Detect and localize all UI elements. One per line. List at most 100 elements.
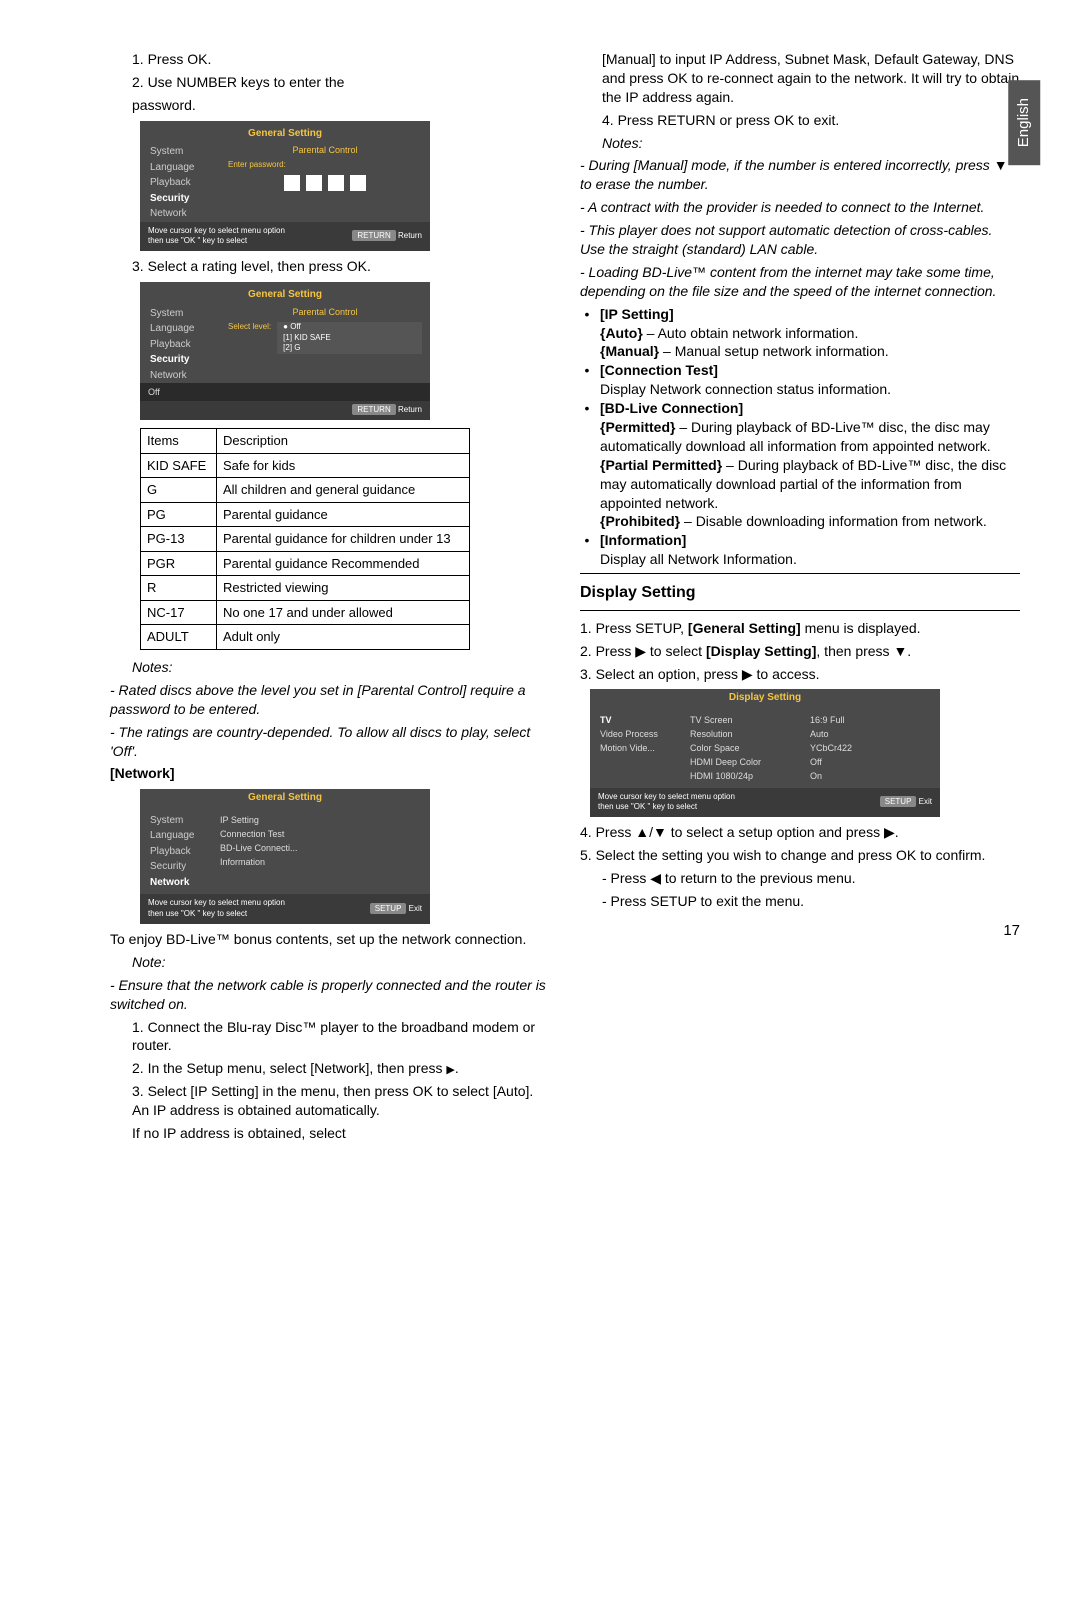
ui-sidebar-item: Network bbox=[150, 875, 220, 891]
d4: 4. Press ▲/▼ to select a setup option an… bbox=[580, 823, 1020, 842]
table-cell: ADULT bbox=[141, 625, 217, 650]
ui4-item: Resolution bbox=[690, 727, 810, 741]
ui-sidebar-item: Language bbox=[150, 160, 220, 176]
ui3-option: Information bbox=[220, 855, 430, 869]
ip-auto-v: – Auto obtain network information. bbox=[643, 325, 859, 341]
ct-body: Display Network connection status inform… bbox=[600, 381, 891, 397]
table-cell: Parental guidance Recommended bbox=[216, 551, 469, 576]
bd-pro-v: – Disable downloading information from n… bbox=[680, 513, 987, 529]
ui2-select-level: Select level: bbox=[228, 322, 271, 354]
ui4-item: Color Space bbox=[690, 741, 810, 755]
ct-head: [Connection Test] bbox=[600, 362, 718, 378]
r-n3: - This player does not support automatic… bbox=[580, 221, 1020, 259]
ui4-item: Auto bbox=[810, 727, 900, 741]
ui-sidebar-item: Network bbox=[150, 206, 220, 222]
d3: 3. Select an option, press ▶ to access. bbox=[580, 665, 1020, 684]
bd-pp-k: {Partial Permitted} bbox=[600, 457, 722, 473]
d5a: - Press ◀ to return to the previous menu… bbox=[580, 869, 1020, 888]
ui4-item: HDMI 1080/24p bbox=[690, 769, 810, 783]
pw-box-1 bbox=[284, 175, 300, 191]
table-row: KID SAFESafe for kids bbox=[141, 453, 470, 478]
table-cell: PG-13 bbox=[141, 527, 217, 552]
table-cell: R bbox=[141, 576, 217, 601]
table-row: ADULTAdult only bbox=[141, 625, 470, 650]
ui-sidebar-item: Security bbox=[150, 859, 220, 875]
table-cell: KID SAFE bbox=[141, 453, 217, 478]
ui-sidebar-item: Language bbox=[150, 828, 220, 844]
ip-auto-k: {Auto} bbox=[600, 325, 643, 341]
ui2-return-btn: RETURN bbox=[352, 404, 395, 415]
table-row: PG-13Parental guidance for children unde… bbox=[141, 527, 470, 552]
r-n1: - During [Manual] mode, if the number is… bbox=[580, 156, 1020, 194]
table-cell: Restricted viewing bbox=[216, 576, 469, 601]
ui2-level-item: [1] KID SAFE bbox=[283, 333, 422, 344]
step-2b: password. bbox=[110, 96, 550, 115]
net-step-2: 2. In the Setup menu, select [Network], … bbox=[110, 1059, 550, 1078]
ui-display-setting: Display Setting TVVideo ProcessMotion Vi… bbox=[590, 689, 940, 817]
table-row: RRestricted viewing bbox=[141, 576, 470, 601]
ui-sidebar-item: Playback bbox=[150, 175, 220, 191]
ui1-return-txt: Return bbox=[398, 231, 422, 240]
ui1-return-btn: RETURN bbox=[352, 230, 395, 241]
ratings-table: ItemsDescription KID SAFESafe for kidsGA… bbox=[140, 428, 470, 650]
table-cell: All children and general guidance bbox=[216, 478, 469, 503]
note-2: - The ratings are country-depended. To a… bbox=[110, 723, 550, 761]
ui2-return-txt: Return bbox=[398, 405, 422, 414]
table-row: PGRParental guidance Recommended bbox=[141, 551, 470, 576]
table-row: NC-17No one 17 and under allowed bbox=[141, 600, 470, 625]
right-column: [Manual] to input IP Address, Subnet Mas… bbox=[580, 50, 1020, 1147]
ip-setting-head: [IP Setting] bbox=[600, 306, 674, 322]
ui-sidebar-item: Security bbox=[150, 191, 220, 207]
ui3-option: IP Setting bbox=[220, 813, 430, 827]
pw-box-2 bbox=[306, 175, 322, 191]
ui-sidebar-item: Language bbox=[150, 321, 220, 337]
ui3-option: BD-Live Connecti... bbox=[220, 841, 430, 855]
d2: 2. Press ▶ to select [Display Setting], … bbox=[580, 642, 1020, 661]
net-step-1: 1. Connect the Blu-ray Disc™ player to t… bbox=[110, 1018, 550, 1056]
table-cell: Parental guidance for children under 13 bbox=[216, 527, 469, 552]
table-cell: No one 17 and under allowed bbox=[216, 600, 469, 625]
net-note: - Ensure that the network cable is prope… bbox=[110, 976, 550, 1014]
ui3-exit-txt: Exit bbox=[409, 904, 422, 913]
ui-network: General Setting SystemLanguagePlaybackSe… bbox=[140, 789, 430, 924]
info-body: Display all Network Information. bbox=[600, 551, 797, 567]
ui2-level-item: [2] G bbox=[283, 343, 422, 354]
ui1-footer-hint: Move cursor key to select menu option th… bbox=[148, 226, 285, 248]
ui-sidebar-item: Playback bbox=[150, 844, 220, 860]
table-cell: PGR bbox=[141, 551, 217, 576]
ui4-setup-btn: SETUP bbox=[880, 796, 917, 807]
ui-parental-password: General Setting SystemLanguagePlaybackSe… bbox=[140, 121, 430, 252]
r-n2: - A contract with the provider is needed… bbox=[580, 198, 1020, 217]
ip-man-k: {Manual} bbox=[600, 343, 659, 359]
d1: 1. Press SETUP, [General Setting] menu i… bbox=[580, 619, 1020, 638]
ui2-panel-label: Parental Control bbox=[228, 306, 422, 318]
left-column: 1. Press OK. 2. Use NUMBER keys to enter… bbox=[110, 50, 550, 1147]
notes-label: Notes: bbox=[110, 658, 550, 677]
step-3: 3. Select a rating level, then press OK. bbox=[110, 257, 550, 276]
note-label-2: Note: bbox=[110, 953, 550, 972]
ui4-item: On bbox=[810, 769, 900, 783]
ui3-footer-hint: Move cursor key to select menu option th… bbox=[148, 898, 285, 920]
ui4-item: Video Process bbox=[600, 727, 690, 741]
ui3-setup-btn: SETUP bbox=[370, 903, 407, 914]
r-n4: - Loading BD-Live™ content from the inte… bbox=[580, 263, 1020, 301]
ui2-level-item: ● Off bbox=[283, 322, 422, 333]
net-step-3: 3. Select [IP Setting] in the menu, then… bbox=[110, 1082, 550, 1120]
ui2-off-row: Off bbox=[140, 383, 430, 401]
language-tab: English bbox=[1008, 80, 1040, 165]
ratings-h2: Description bbox=[216, 429, 469, 454]
ui3-option: Connection Test bbox=[220, 827, 430, 841]
display-setting-heading: Display Setting bbox=[580, 582, 1020, 604]
r-p1: [Manual] to input IP Address, Subnet Mas… bbox=[580, 50, 1020, 107]
ui4-exit-txt: Exit bbox=[919, 797, 932, 806]
ui4-item: 16:9 Full bbox=[810, 713, 900, 727]
pw-box-4 bbox=[350, 175, 366, 191]
table-cell: Adult only bbox=[216, 625, 469, 650]
ratings-h1: Items bbox=[141, 429, 217, 454]
bd-head: [BD-Live Connection] bbox=[600, 400, 743, 416]
ui-sidebar-item: Network bbox=[150, 368, 220, 384]
bd-pro-k: {Prohibited} bbox=[600, 513, 680, 529]
net-step-4: If no IP address is obtained, select bbox=[110, 1124, 550, 1143]
ui3-title: General Setting bbox=[140, 789, 430, 809]
ui4-item: TV Screen bbox=[690, 713, 810, 727]
